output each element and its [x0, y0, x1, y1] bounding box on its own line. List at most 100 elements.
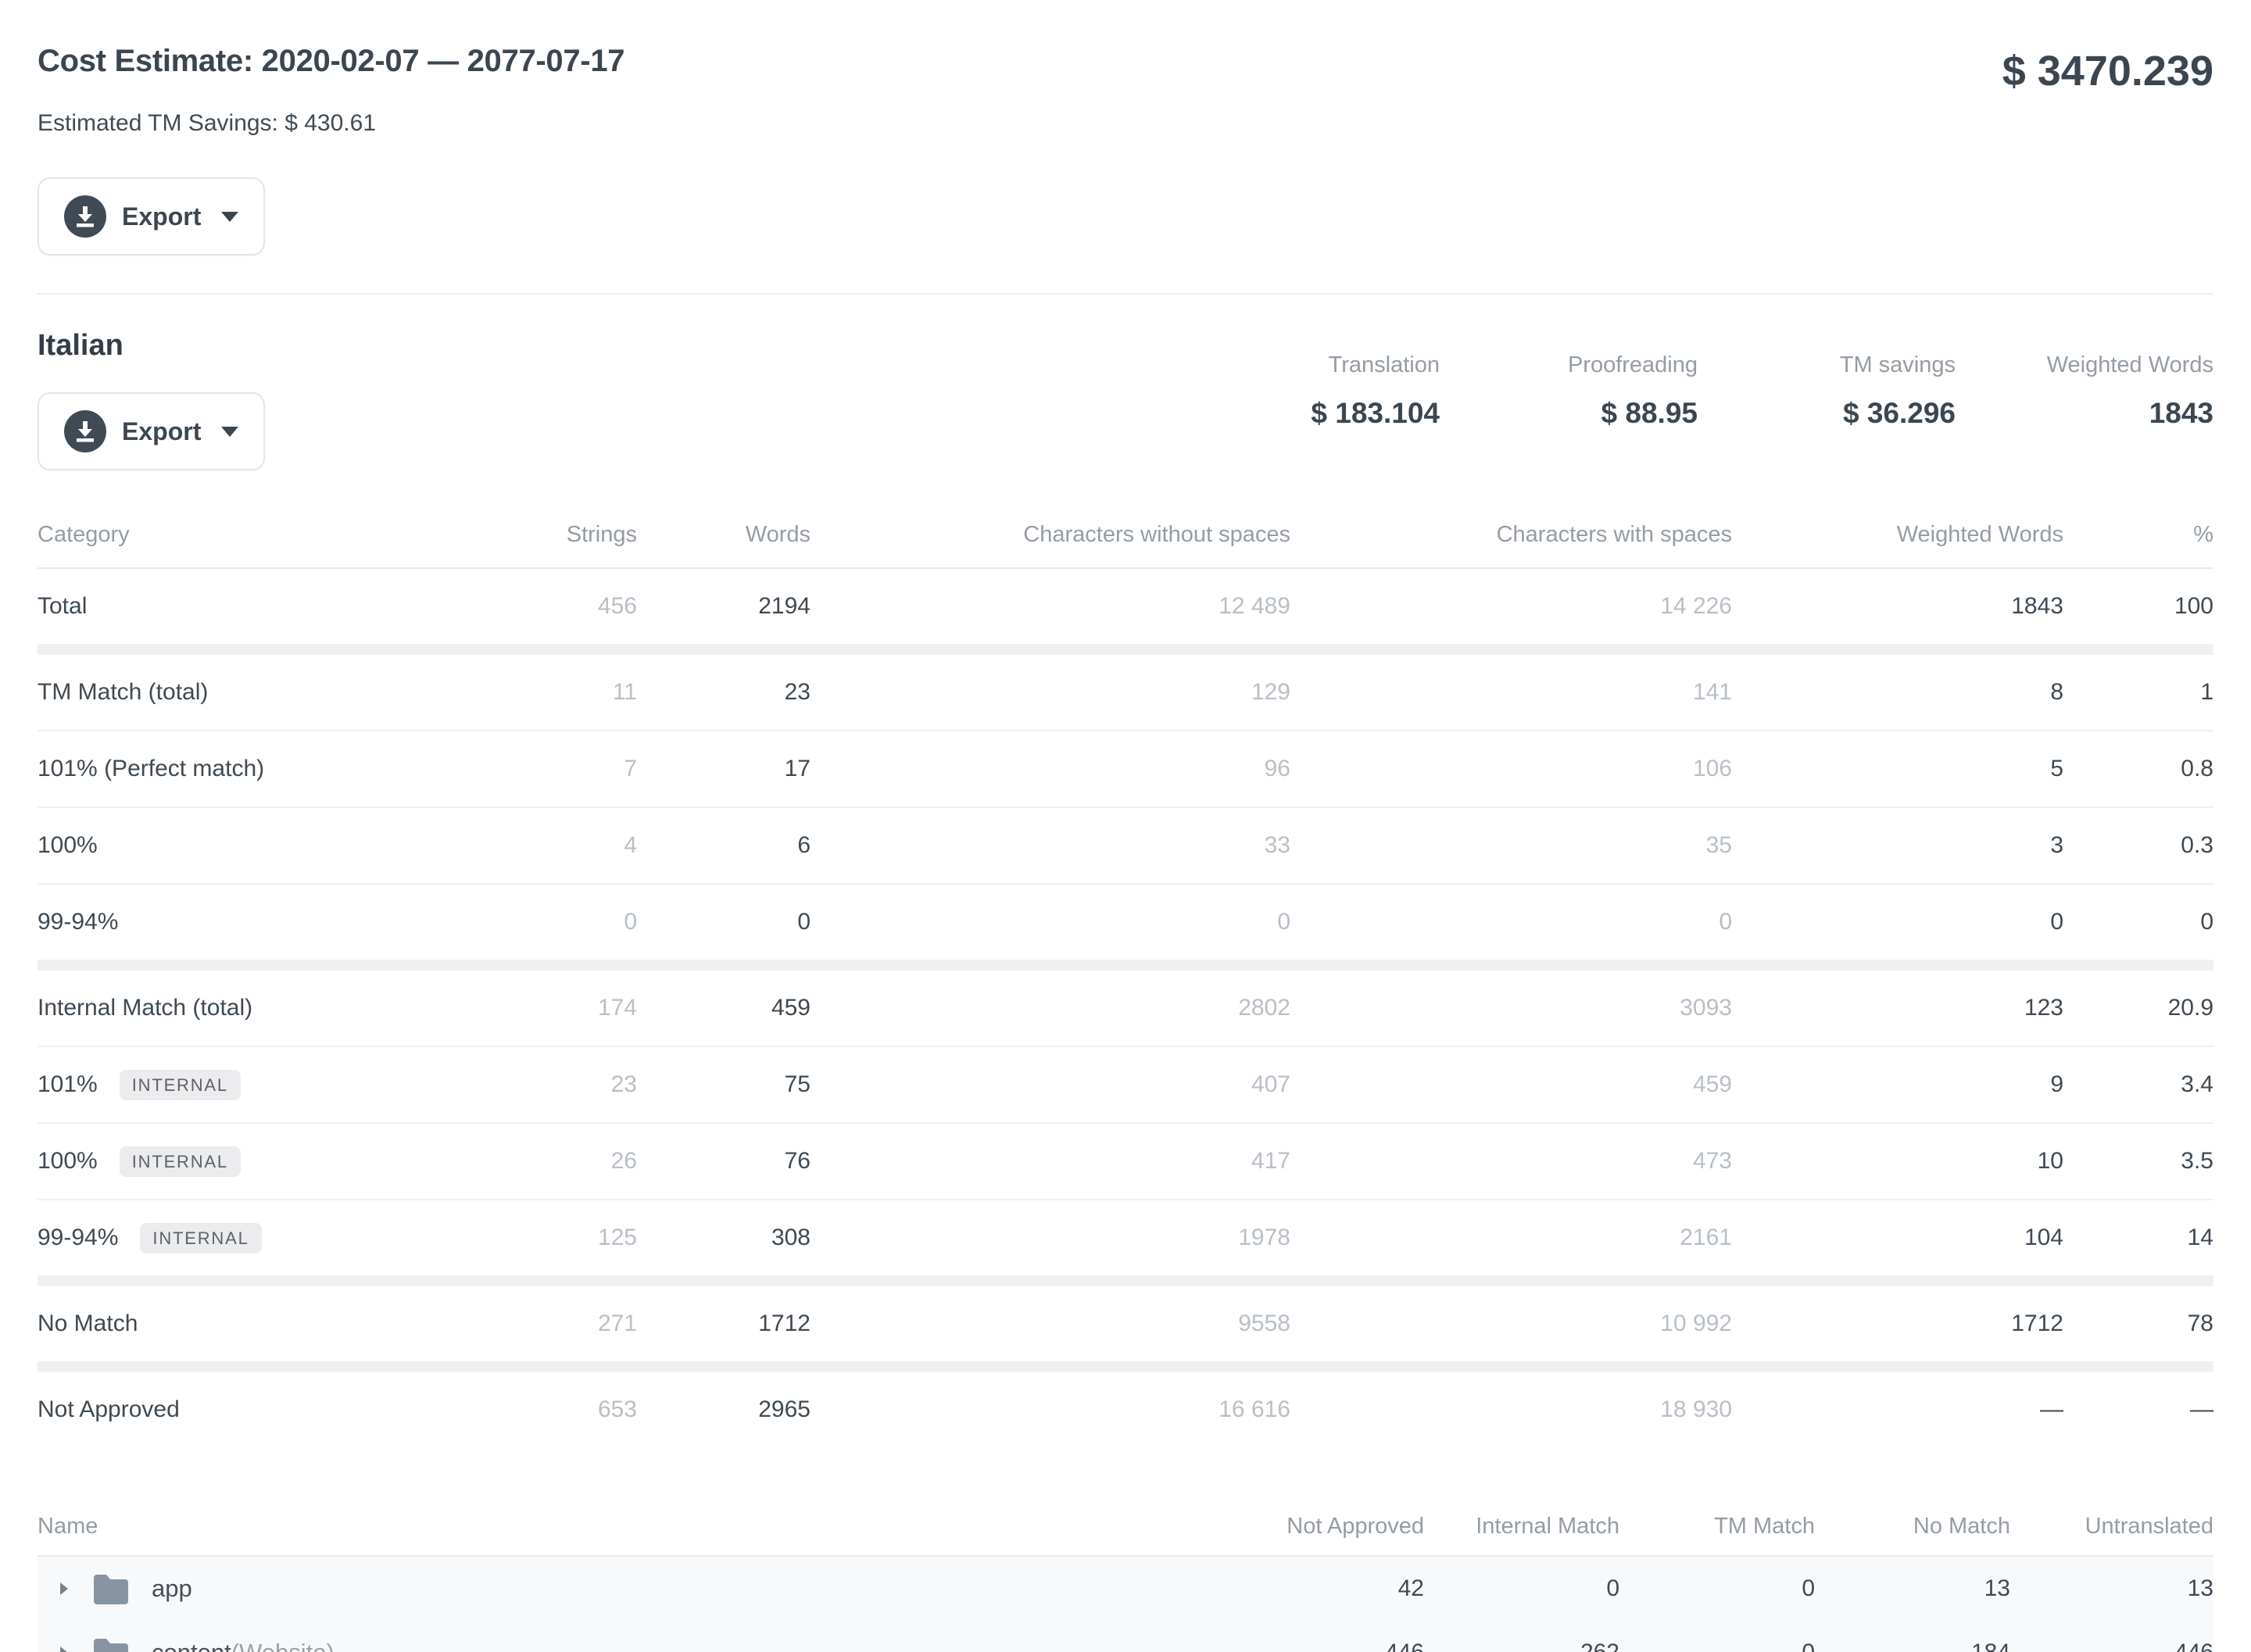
words-cell: 459 — [771, 995, 811, 1021]
weighted-words-cell: — — [2040, 1396, 2063, 1422]
cws-cell: 9558 — [1238, 1311, 1290, 1336]
stat-value: $ 88.95 — [1601, 397, 1698, 429]
category-label: 100% — [38, 832, 98, 858]
cs-cell: 459 — [1692, 1071, 1732, 1097]
not-approved-cell: 446 — [1229, 1639, 1424, 1652]
cws-cell: 129 — [1251, 679, 1290, 705]
words-cell: 308 — [771, 1225, 811, 1250]
words-cell: 23 — [784, 679, 811, 705]
col-words: Words — [745, 521, 811, 547]
table-row: Internal Match (total) 174 459 2802 3093… — [38, 971, 2213, 1046]
language-export-button[interactable]: Export — [38, 392, 266, 470]
words-cell: 17 — [784, 756, 811, 781]
file-row-content[interactable]: content (Website) 446 262 0 184 446 — [38, 1621, 2213, 1652]
row-separator — [38, 1122, 2213, 1124]
weighted-words-cell: 123 — [2024, 995, 2063, 1021]
internal-badge: INTERNAL — [119, 1069, 241, 1100]
strings-cell: 174 — [597, 995, 637, 1021]
cs-cell: 14 226 — [1660, 593, 1732, 619]
category-label: Not Approved — [38, 1396, 180, 1422]
chevron-down-icon — [221, 211, 239, 222]
language-section-header: Italian Export Translation $ 183.104 Pro… — [38, 329, 2213, 470]
col-percent: % — [2193, 521, 2213, 547]
language-title: Italian — [38, 329, 123, 362]
col-name: Name — [38, 1513, 98, 1539]
percent-cell: 0 — [2200, 909, 2213, 935]
weighted-words-cell: 9 — [2050, 1071, 2063, 1097]
tm-match-cell: 0 — [1802, 1575, 1815, 1601]
percent-cell: 3.4 — [2181, 1071, 2213, 1097]
cws-cell: 96 — [1264, 756, 1290, 781]
col-no-match: No Match — [1913, 1513, 2010, 1539]
table-row: 100% 4 6 33 35 3 0.3 — [38, 808, 2213, 883]
strings-cell: 653 — [597, 1396, 637, 1422]
group-separator — [38, 644, 2213, 655]
file-row-app[interactable]: app 42 0 0 13 13 — [38, 1557, 2213, 1621]
file-name: content — [152, 1639, 231, 1652]
stat-weighted-words: Weighted Words 1843 — [1979, 352, 2213, 470]
weighted-words-cell: 0 — [2050, 909, 2063, 935]
group-separator — [38, 1361, 2213, 1372]
page-title: Cost Estimate: 2020-02-07 — 2077-07-17 — [38, 44, 625, 78]
table-row: Total 456 2194 12 489 14 226 1843 100 — [38, 569, 2213, 644]
stat-value: 1843 — [2149, 397, 2213, 429]
cs-cell: 10 992 — [1660, 1311, 1732, 1336]
category-label: 99-94% — [38, 909, 119, 935]
total-cost: $ 3470.239 — [2002, 48, 2213, 95]
percent-cell: 3.5 — [2181, 1148, 2213, 1174]
stat-translation: Translation $ 183.104 — [1205, 352, 1440, 470]
stat-value: $ 183.104 — [1311, 397, 1440, 429]
cost-stats: Translation $ 183.104 Proofreading $ 88.… — [1205, 352, 2213, 470]
col-internal-match: Internal Match — [1476, 1513, 1619, 1539]
cs-cell: 35 — [1705, 832, 1732, 858]
words-cell: 76 — [784, 1148, 811, 1174]
table-row: 101% (Perfect match) 7 17 96 106 5 0.8 — [38, 731, 2213, 806]
words-cell: 2194 — [758, 593, 811, 619]
cws-cell: 407 — [1251, 1071, 1290, 1097]
percent-cell: 0.8 — [2181, 756, 2213, 781]
percent-cell: 78 — [2187, 1311, 2213, 1336]
table-row: Not Approved 653 2965 16 616 18 930 — — — [38, 1372, 2213, 1447]
no-match-cell: 184 — [1815, 1639, 2010, 1652]
percent-cell: 0.3 — [2181, 832, 2213, 858]
strings-cell: 4 — [624, 832, 637, 858]
weighted-words-cell: 10 — [2037, 1148, 2063, 1174]
table-row: 99-94% 0 0 0 0 0 0 — [38, 885, 2213, 960]
internal-badge: INTERNAL — [140, 1222, 262, 1253]
download-circle-icon — [64, 195, 106, 238]
cws-cell: 417 — [1251, 1148, 1290, 1174]
table-row: No Match 271 1712 9558 10 992 1712 78 — [38, 1286, 2213, 1361]
words-cell: 0 — [797, 909, 811, 935]
expand-caret-icon[interactable] — [58, 1644, 89, 1652]
col-strings: Strings — [566, 521, 637, 547]
category-label: 99-94% — [38, 1225, 119, 1250]
cws-cell: 16 616 — [1219, 1396, 1290, 1422]
export-button[interactable]: Export — [38, 177, 266, 256]
section-divider — [38, 293, 2213, 295]
cs-cell: 473 — [1692, 1148, 1732, 1174]
language-header-left: Italian Export — [38, 329, 266, 470]
stat-label: TM savings — [1839, 352, 1956, 377]
expand-caret-icon[interactable] — [58, 1580, 89, 1597]
cost-table-header: Category Strings Words Characters withou… — [38, 502, 2213, 569]
table-row: TM Match (total) 11 23 129 141 8 1 — [38, 655, 2213, 730]
untranslated-cell: 446 — [2010, 1639, 2213, 1652]
strings-cell: 23 — [610, 1071, 637, 1097]
folder-icon — [92, 1637, 131, 1652]
internal-badge: INTERNAL — [119, 1146, 241, 1177]
file-suffix: (Website) — [231, 1639, 335, 1652]
weighted-words-cell: 3 — [2050, 832, 2063, 858]
weighted-words-cell: 5 — [2050, 756, 2063, 781]
tm-match-cell: 0 — [1619, 1639, 1815, 1652]
col-tm-match: TM Match — [1714, 1513, 1815, 1539]
words-cell: 6 — [797, 832, 811, 858]
internal-match-cell: 262 — [1424, 1639, 1619, 1652]
not-approved-cell: 42 — [1397, 1575, 1424, 1601]
words-cell: 2965 — [758, 1396, 811, 1422]
col-untranslated: Untranslated — [2085, 1513, 2213, 1539]
strings-cell: 271 — [597, 1311, 637, 1336]
folder-icon — [92, 1573, 131, 1604]
col-not-approved: Not Approved — [1287, 1513, 1424, 1539]
strings-cell: 7 — [624, 756, 637, 781]
words-cell: 1712 — [758, 1311, 811, 1336]
